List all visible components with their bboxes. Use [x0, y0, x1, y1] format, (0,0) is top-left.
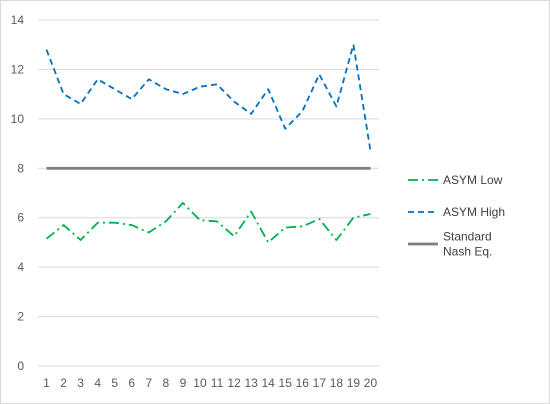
y-tick-label: 10 [11, 112, 25, 126]
legend: ASYM Low ASYM High Standard Nash Eq. [408, 173, 505, 259]
x-tick-label: 14 [261, 376, 275, 390]
x-tick-label: 18 [330, 376, 344, 390]
x-tick-label: 8 [163, 376, 170, 390]
series-lines [45, 43, 372, 244]
x-tick-label: 3 [77, 376, 84, 390]
series-line-1 [45, 201, 371, 244]
y-axis-tick-labels: 0 2 4 6 8 10 12 14 [11, 13, 25, 373]
x-tick-label: 11 [211, 376, 224, 390]
y-tick-label: 8 [17, 161, 24, 175]
x-tick-label: 17 [313, 376, 327, 390]
x-tick-label: 19 [347, 376, 361, 390]
y-tick-label: 4 [17, 260, 24, 274]
x-tick-label: 10 [193, 376, 207, 390]
legend-label-3: Standard Nash Eq. [443, 230, 492, 259]
y-tick-label: 2 [17, 310, 24, 324]
y-tick-label: 0 [17, 359, 24, 373]
gridlines [38, 19, 379, 367]
x-tick-label: 6 [128, 376, 135, 390]
x-tick-label: 2 [60, 376, 67, 390]
x-tick-label: 5 [111, 376, 118, 390]
x-tick-label: 20 [364, 376, 378, 390]
x-tick-label: 16 [296, 376, 310, 390]
y-tick-label: 14 [11, 13, 25, 27]
x-tick-label: 9 [180, 376, 187, 390]
legend-label-2: ASYM High [443, 205, 505, 219]
x-tick-label: 13 [244, 376, 258, 390]
legend-label-1: ASYM Low [443, 173, 503, 187]
x-axis-tick-labels: 1 2 3 4 5 6 7 8 9 10 11 12 13 14 15 16 17 18 19 20 [43, 376, 377, 390]
x-tick-label: 15 [279, 376, 293, 390]
x-tick-label: 4 [94, 376, 101, 390]
x-tick-label: 7 [145, 376, 152, 390]
series-line-2 [45, 43, 372, 152]
y-tick-label: 6 [17, 211, 24, 225]
x-tick-label: 12 [227, 376, 241, 390]
x-tick-label: 1 [43, 376, 50, 390]
y-tick-label: 12 [11, 62, 25, 76]
